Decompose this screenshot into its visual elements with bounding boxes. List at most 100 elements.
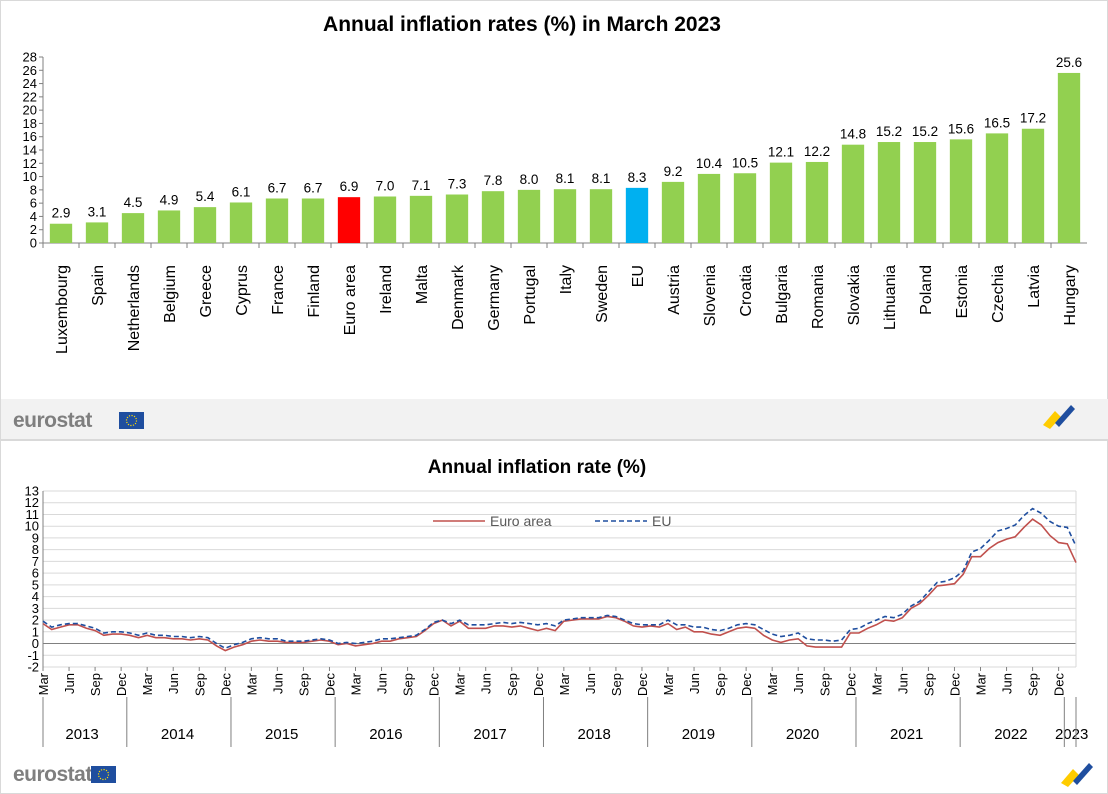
y-tick-label: 4 (30, 209, 37, 224)
month-label: Mar (974, 672, 989, 695)
category-label: Germany (486, 265, 503, 331)
month-label: Dec (322, 673, 337, 697)
bar (949, 139, 973, 243)
bar-value-label: 2.9 (52, 206, 71, 221)
bar-value-label: 5.4 (196, 189, 215, 204)
year-label: 2016 (369, 726, 402, 743)
month-label: Mar (244, 672, 259, 695)
bar (229, 202, 253, 243)
bar-value-label: 12.1 (768, 145, 794, 160)
category-label: Estonia (954, 265, 971, 318)
bar (157, 210, 181, 243)
month-label: Jun (583, 673, 598, 694)
y-tick-label: 18 (23, 116, 37, 131)
bar (661, 181, 685, 243)
month-label: Dec (427, 673, 442, 697)
category-label: Denmark (450, 264, 467, 330)
bar (985, 133, 1009, 243)
y-tick-label: 3 (32, 601, 39, 616)
category-label: Czechia (990, 265, 1007, 323)
bar-value-label: 7.8 (484, 173, 503, 188)
bar (193, 207, 217, 243)
y-tick-label: 10 (25, 519, 39, 534)
bar-value-label: 16.5 (984, 115, 1010, 130)
month-label: Dec (635, 673, 650, 697)
bar (589, 189, 613, 243)
eu-flag-stars-2 (97, 768, 110, 781)
bar (337, 197, 361, 243)
footer-band (1, 399, 1108, 439)
year-label: 2023 (1055, 726, 1088, 743)
month-label: Jun (166, 673, 181, 694)
month-label: Dec (843, 673, 858, 697)
y-tick-label: -1 (27, 648, 39, 663)
y-tick-label: 16 (23, 129, 37, 144)
category-label: EU (630, 265, 647, 287)
bar-value-label: 9.2 (664, 164, 683, 179)
bar (49, 223, 73, 243)
month-label: Sep (921, 673, 936, 696)
category-label: Cyprus (234, 265, 251, 316)
bar (841, 144, 865, 243)
year-label: 2013 (65, 726, 98, 743)
month-label: Sep (88, 673, 103, 696)
month-label: Mar (661, 672, 676, 695)
month-label: Jun (479, 673, 494, 694)
eurostat-wordmark: eurostat (13, 409, 92, 432)
bar-value-label: 10.5 (732, 155, 758, 170)
category-label: Lithuania (882, 265, 899, 330)
category-label: Netherlands (126, 265, 143, 351)
month-label: Mar (453, 672, 468, 695)
bar (805, 161, 829, 243)
category-label: Romania (810, 265, 827, 329)
bar-value-label: 4.9 (160, 192, 179, 207)
month-label: Dec (1052, 673, 1067, 697)
y-tick-label: 24 (23, 76, 37, 91)
bar-value-label: 3.1 (88, 204, 107, 219)
bar (733, 173, 757, 243)
y-tick-label: 0 (30, 236, 37, 251)
bar (85, 222, 109, 243)
category-label: Sweden (594, 265, 611, 323)
month-label: Jun (62, 673, 77, 694)
bar-value-label: 17.2 (1020, 111, 1046, 126)
category-label: Slovakia (846, 265, 863, 326)
bar-value-label: 7.1 (412, 178, 431, 193)
month-label: Mar (349, 672, 364, 695)
category-label: France (270, 265, 287, 315)
bar (265, 198, 289, 243)
month-label: Mar (557, 672, 572, 695)
month-label: Sep (505, 673, 520, 696)
year-label: 2020 (786, 726, 819, 743)
bar-value-label: 25.6 (1056, 55, 1082, 70)
series-line (42, 507, 1077, 650)
eu-flag-stars (125, 414, 138, 427)
bar-value-label: 14.8 (840, 127, 866, 142)
category-label: Poland (918, 265, 935, 315)
y-tick-label: 5 (32, 577, 39, 592)
category-label: Latvia (1026, 265, 1043, 308)
bar-value-label: 10.4 (696, 156, 723, 171)
month-label: Sep (817, 673, 832, 696)
bar-value-label: 7.0 (376, 179, 395, 194)
bar-value-label: 15.6 (948, 121, 974, 136)
category-label: Finland (306, 265, 323, 317)
bar-value-label: 6.7 (304, 180, 323, 195)
category-label: Spain (90, 265, 107, 306)
month-label: Dec (947, 673, 962, 697)
y-tick-label: 13 (25, 484, 39, 499)
month-label: Sep (296, 673, 311, 696)
year-label: 2019 (682, 726, 715, 743)
legend-label: EU (652, 513, 671, 529)
bar (481, 191, 505, 243)
category-label: Portugal (522, 265, 539, 325)
bar-value-label: 8.1 (556, 171, 575, 186)
month-label: Dec (531, 673, 546, 697)
category-label: Malta (414, 265, 431, 304)
category-label: Bulgaria (774, 265, 791, 324)
y-tick-label: 28 (23, 50, 37, 65)
month-label: Jun (687, 673, 702, 694)
bar (517, 189, 541, 243)
eurostat-logo-mark-icon (1043, 405, 1075, 429)
bar-chart-title: Annual inflation rates (%) in March 2023 (323, 13, 721, 36)
